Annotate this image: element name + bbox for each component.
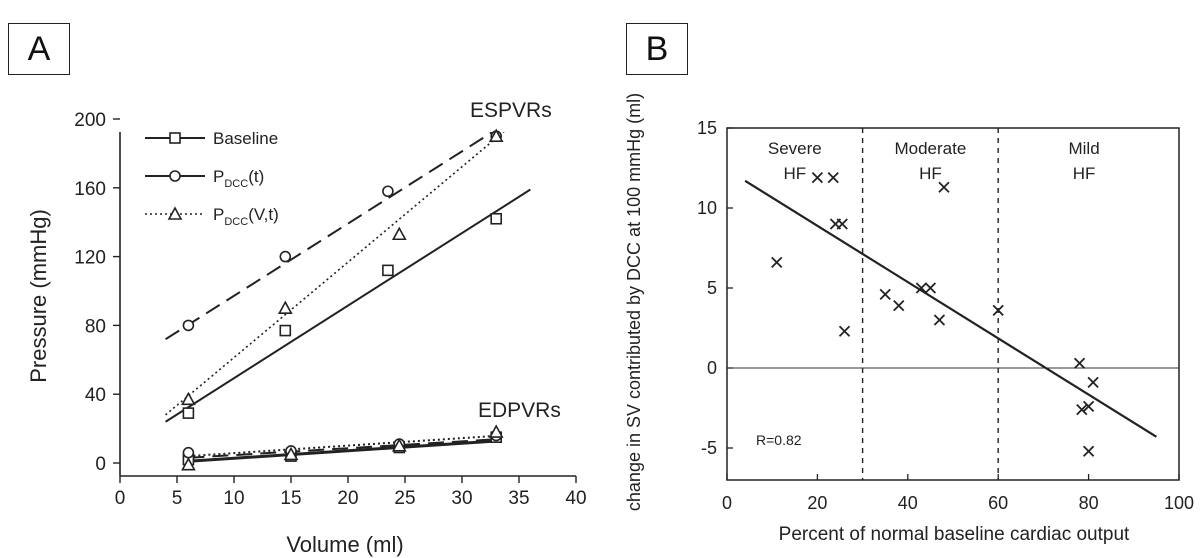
espvr-point bbox=[182, 407, 195, 419]
espvr-point bbox=[490, 212, 503, 225]
espvr-point bbox=[382, 185, 394, 198]
legend-entry-suffix: (V,t) bbox=[248, 205, 279, 224]
espvr-fit-line bbox=[165, 188, 531, 423]
y-tick-label: 200 bbox=[74, 110, 106, 131]
edpvr-point bbox=[488, 424, 504, 438]
y-tick-label: 40 bbox=[85, 385, 106, 406]
legend-marker bbox=[167, 206, 183, 220]
edpvr-annotation: EDPVRs bbox=[478, 399, 561, 422]
edpvr-fit-line bbox=[188, 439, 502, 463]
legend-marker bbox=[169, 132, 181, 144]
panel-a-label: A bbox=[8, 23, 70, 75]
legend-entry-main: P bbox=[213, 167, 224, 186]
espvr-annotation: ESPVRs bbox=[470, 99, 552, 122]
x-tick-label: 15 bbox=[280, 488, 301, 509]
legend-entry-subscript: DCC bbox=[224, 216, 248, 228]
espvr-point bbox=[182, 319, 195, 332]
x-tick-label: 20 bbox=[337, 488, 358, 509]
espvr-point bbox=[181, 391, 196, 406]
edpvr-fit-line bbox=[188, 437, 502, 459]
espvr-point bbox=[488, 128, 504, 142]
espvr-point bbox=[391, 226, 407, 241]
y-tick-label: 80 bbox=[85, 316, 106, 337]
edpvr-point bbox=[391, 438, 407, 452]
edpvr-fit-line bbox=[188, 434, 502, 458]
espvr-point bbox=[382, 264, 394, 277]
panel-b-label: B bbox=[626, 23, 688, 75]
x-tick-label: 25 bbox=[394, 488, 415, 509]
y-tick-label: 160 bbox=[74, 179, 106, 200]
x-tick-label: 10 bbox=[223, 488, 244, 509]
x-tick-label: 40 bbox=[565, 488, 586, 509]
legend-entry-label: Baseline bbox=[213, 129, 278, 148]
x-tick-label: 30 bbox=[451, 488, 472, 509]
legend-entry-subscript: DCC bbox=[224, 178, 248, 190]
chart-a-x-label: Volume (ml) bbox=[286, 532, 403, 557]
edpvr-point bbox=[182, 446, 195, 459]
legend-entry-label: PDCC(t) bbox=[213, 167, 264, 190]
chart-a-y-label: Pressure (mmHg) bbox=[26, 209, 51, 383]
espvr-fit-line bbox=[165, 132, 495, 341]
x-tick-label: 0 bbox=[115, 488, 126, 509]
espvr-fit-line bbox=[165, 132, 505, 416]
y-tick-label: 120 bbox=[74, 248, 106, 269]
espvr-point bbox=[277, 300, 293, 315]
edpvr-point bbox=[283, 446, 299, 461]
x-tick-label: 5 bbox=[172, 488, 183, 509]
x-tick-label: 35 bbox=[508, 488, 529, 509]
y-tick-label: 0 bbox=[95, 454, 106, 475]
legend-entry-suffix: (t) bbox=[248, 167, 264, 186]
legend-marker bbox=[169, 170, 181, 182]
legend-entry-main: P bbox=[213, 205, 224, 224]
legend-entry-label: PDCC(V,t) bbox=[213, 205, 279, 228]
espvr-point bbox=[279, 250, 292, 263]
espvr-point bbox=[279, 324, 292, 337]
edpvr-point bbox=[181, 457, 196, 471]
